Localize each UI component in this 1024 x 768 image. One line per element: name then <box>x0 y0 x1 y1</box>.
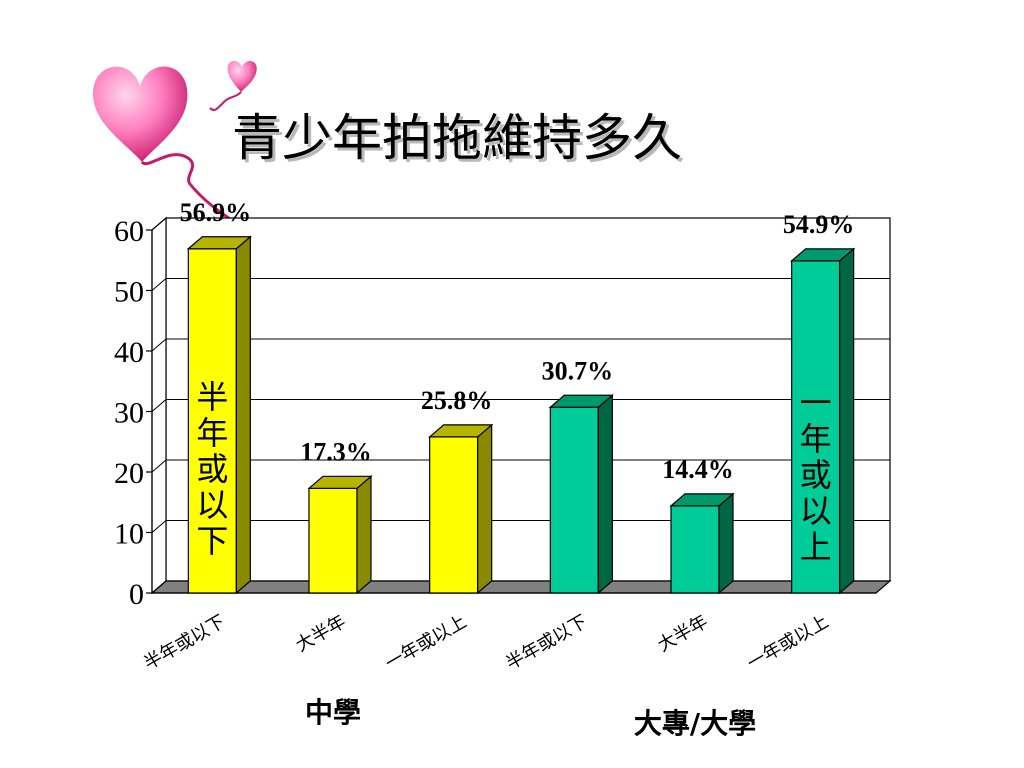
bar-top <box>790 248 856 262</box>
y-axis-ticks: 0 10 20 30 40 50 60 <box>114 215 152 611</box>
bar-side <box>235 235 251 595</box>
y-tick-label: 0 <box>129 578 144 611</box>
in-bar-label: 半年或以下 <box>196 378 228 560</box>
plot-area <box>150 216 892 595</box>
x-tick-label: 大半年 <box>654 611 711 656</box>
slide-title: 青少年拍拖維持多久 <box>232 109 682 167</box>
data-label: 54.9% <box>783 210 855 239</box>
bar <box>186 235 252 595</box>
bar <box>307 475 373 595</box>
y-tick-label: 20 <box>114 457 144 490</box>
in-bar-label: 一年或以上 <box>800 384 832 566</box>
gridline <box>151 459 890 473</box>
data-label: 56.9% <box>180 198 252 227</box>
group-label: 中學 <box>305 696 361 729</box>
x-tick-label: 半年或以下 <box>140 611 228 674</box>
y-tick-label: 60 <box>114 215 144 248</box>
bar-top <box>186 236 252 250</box>
group-label: 大專/大學 <box>634 707 756 740</box>
bar-side <box>597 393 613 595</box>
plot-floor <box>150 580 892 594</box>
bar-top <box>548 394 614 408</box>
bar <box>428 423 494 595</box>
y-tick-label: 40 <box>114 336 144 369</box>
gridline <box>151 399 890 412</box>
x-tick-label: 一年或以上 <box>382 611 470 674</box>
bar-top <box>428 424 494 438</box>
data-label: 25.8% <box>421 386 493 415</box>
bar <box>548 393 614 595</box>
data-label: 17.3% <box>300 437 372 466</box>
bar-side <box>718 492 734 595</box>
bar-top <box>307 475 373 489</box>
x-tick-label: 一年或以上 <box>744 611 832 674</box>
gridline <box>151 338 890 352</box>
y-tick-label: 50 <box>114 276 144 309</box>
x-tick-label: 大半年 <box>292 611 349 656</box>
x-axis-labels: 半年或以下 大半年 一年或以上 半年或以下 大半年 一年或以上 <box>140 611 832 674</box>
bar-front <box>791 260 841 594</box>
y-tick-label: 10 <box>114 518 144 551</box>
gridline <box>151 520 890 533</box>
data-label: 30.7% <box>542 356 614 385</box>
bar-front <box>670 505 720 594</box>
bar-side <box>839 247 855 595</box>
heart-balloons-icon <box>93 60 257 226</box>
gridline <box>151 278 890 291</box>
bar-front <box>429 436 479 594</box>
data-label: 14.4% <box>662 455 734 484</box>
bar-side <box>477 423 493 595</box>
bar-front <box>549 406 599 594</box>
bar-front <box>308 487 358 594</box>
bar-top <box>669 493 735 507</box>
x-tick-label: 半年或以下 <box>502 611 590 674</box>
y-tick-label: 30 <box>114 397 144 430</box>
gridline <box>151 217 890 231</box>
bar-side <box>356 475 372 595</box>
bars: 56.9% 17.3% 25.8% 30.7% 14.4% 54.9% 半年或以下 一年或以上 <box>180 198 856 595</box>
bar <box>669 492 735 595</box>
group-labels: 中學 大專/大學 <box>305 696 756 740</box>
bar <box>790 247 856 595</box>
